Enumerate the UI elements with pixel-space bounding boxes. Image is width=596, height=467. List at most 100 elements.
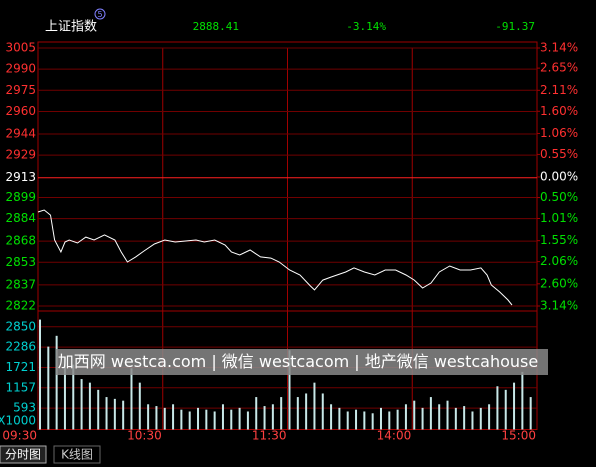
x-tick-label: 11:30 bbox=[252, 429, 287, 443]
y2-tick-label: 2.06% bbox=[540, 254, 578, 268]
price: 2888.41 bbox=[193, 20, 239, 33]
volume-bar bbox=[321, 393, 324, 430]
volume-bar bbox=[371, 413, 374, 430]
volume-bar bbox=[496, 386, 499, 430]
volume-bar bbox=[305, 393, 308, 430]
volume-bar bbox=[39, 319, 41, 430]
volume-bar bbox=[263, 406, 266, 430]
volume-bar bbox=[363, 411, 366, 430]
y-tick-label: 1157 bbox=[5, 380, 36, 394]
tab-box[interactable] bbox=[0, 445, 47, 464]
volume-bar bbox=[479, 407, 482, 430]
volume-bar bbox=[338, 407, 341, 430]
change-pct: -3.14% bbox=[346, 20, 386, 33]
volume-bar bbox=[488, 404, 491, 430]
volume-bar bbox=[147, 404, 150, 430]
x-tick-label: 09:30 bbox=[2, 429, 37, 443]
y2-tick-label: 2.65% bbox=[540, 61, 578, 75]
y-tick-label: 593 bbox=[13, 401, 36, 415]
volume-bar bbox=[63, 357, 66, 430]
y-tick-label: 1721 bbox=[5, 360, 36, 374]
volume-bar bbox=[346, 411, 349, 430]
volume-bar bbox=[504, 389, 507, 430]
y-tick-label: 2899 bbox=[5, 190, 36, 204]
y2-tick-label: 2.11% bbox=[540, 83, 578, 97]
volume-bar bbox=[421, 407, 424, 430]
volume-bar bbox=[130, 368, 133, 430]
volume-bar bbox=[355, 409, 358, 430]
y-tick-label: 2286 bbox=[5, 340, 36, 354]
y-tick-label: 2837 bbox=[5, 277, 36, 291]
volume-bar bbox=[230, 409, 233, 430]
y-tick-label: 2822 bbox=[5, 299, 36, 313]
price-line bbox=[37, 209, 513, 306]
volume-bar bbox=[513, 382, 516, 430]
watermark: 加西网 westca.com | 微信 westcacom | 地产微信 wes… bbox=[58, 352, 539, 371]
volume-bar bbox=[379, 407, 382, 430]
y-tick-label: 2929 bbox=[5, 148, 36, 162]
volume-bar bbox=[463, 406, 466, 430]
volume-bar bbox=[113, 398, 116, 430]
tab[interactable]: 分时图 bbox=[5, 448, 41, 462]
y-tick-label: 2975 bbox=[5, 83, 36, 97]
volume-bar bbox=[280, 397, 283, 430]
volume-bar bbox=[172, 404, 175, 430]
volume-bar bbox=[72, 364, 75, 430]
y2-tick-label: 0.00% bbox=[540, 170, 578, 184]
volume-bar bbox=[471, 411, 474, 430]
volume-bar bbox=[238, 407, 241, 430]
y-tick-label: 2944 bbox=[5, 127, 36, 141]
volume-bar bbox=[330, 404, 333, 430]
volume-bar bbox=[197, 407, 200, 430]
badge-ring bbox=[94, 8, 106, 20]
volume-bar bbox=[529, 397, 532, 430]
index-name: 上证指数 bbox=[45, 20, 97, 35]
volume-bar bbox=[88, 382, 91, 430]
volume-bar bbox=[180, 409, 183, 430]
volume-bar bbox=[255, 397, 258, 430]
y-tick-label: 2868 bbox=[5, 234, 36, 248]
volume-bar bbox=[188, 411, 191, 430]
tab-box[interactable] bbox=[53, 445, 101, 464]
volume-bar bbox=[138, 382, 141, 430]
change: -91.37 bbox=[495, 20, 535, 33]
volume-bar bbox=[105, 397, 108, 430]
volume-bar bbox=[296, 397, 299, 430]
volume-bar bbox=[413, 400, 416, 430]
volume-bar bbox=[97, 389, 100, 430]
volume-bar bbox=[47, 346, 50, 430]
y2-tick-label: 0.50% bbox=[540, 190, 578, 204]
volume-bar bbox=[271, 404, 274, 430]
watermark-band bbox=[56, 349, 548, 375]
y2-tick-label: 1.60% bbox=[540, 104, 578, 118]
volume-bar bbox=[122, 400, 125, 430]
x-tick-label: 14:00 bbox=[377, 429, 412, 443]
volume-bar bbox=[213, 411, 216, 430]
x-tick-label: 10:30 bbox=[127, 429, 162, 443]
volume-bar bbox=[521, 371, 524, 430]
y-unit-label: X1000 bbox=[0, 414, 36, 428]
volume-bar bbox=[438, 404, 441, 430]
volume-bar bbox=[396, 409, 399, 430]
y2-tick-label: 1.06% bbox=[540, 126, 578, 140]
volume-bar bbox=[288, 350, 291, 430]
y-tick-label: 2884 bbox=[5, 211, 36, 225]
volume-bar bbox=[388, 411, 391, 430]
volume-bar bbox=[246, 411, 249, 430]
volume-bar bbox=[80, 379, 83, 430]
y2-tick-label: 1.01% bbox=[540, 211, 578, 225]
y2-tick-label: 3.14% bbox=[540, 299, 578, 313]
plot: 09:30 10:30 11:30 14:00 15:00 3005 2990 2975 296… bbox=[0, 41, 578, 443]
x-tick-label: 15:00 bbox=[501, 429, 536, 443]
volume-bar bbox=[55, 335, 58, 430]
volume-bar bbox=[454, 407, 457, 430]
y2-tick-label: 1.55% bbox=[540, 233, 578, 247]
y2-tick-label: 0.55% bbox=[540, 147, 578, 161]
y2-tick-label: 3.14% bbox=[540, 41, 578, 55]
y-tick-label: 2990 bbox=[5, 62, 36, 76]
volume-bar bbox=[163, 407, 166, 430]
volume-bar bbox=[205, 409, 208, 430]
volume-bar bbox=[429, 397, 432, 430]
tab[interactable]: K线图 bbox=[61, 448, 93, 462]
